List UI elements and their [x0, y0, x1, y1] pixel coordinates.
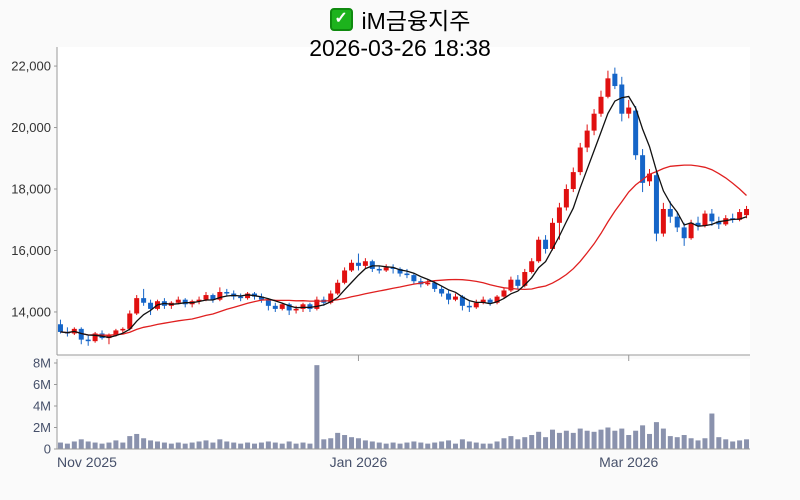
svg-text:8M: 8M	[33, 356, 51, 371]
svg-text:16,000: 16,000	[11, 243, 51, 258]
svg-text:14,000: 14,000	[11, 304, 51, 319]
svg-text:0: 0	[44, 442, 51, 457]
volume-axis-labels: 8M 6M 4M 2M 0	[33, 356, 57, 457]
svg-text:Nov 2025: Nov 2025	[57, 454, 117, 470]
svg-text:22,000: 22,000	[11, 59, 51, 74]
chart-header: ✓ iM금융지주 2026-03-26 18:38	[0, 4, 800, 62]
ma-long-line	[60, 164, 747, 336]
svg-text:18,000: 18,000	[11, 182, 51, 197]
volume-series	[57, 365, 750, 449]
ma-short-line	[60, 95, 747, 339]
time-axis-labels: Nov 2025 Jan 2026 Mar 2026	[57, 355, 659, 470]
svg-text:Jan 2026: Jan 2026	[330, 454, 388, 470]
svg-text:6M: 6M	[33, 377, 51, 392]
chart-datetime: 2026-03-26 18:38	[309, 35, 491, 61]
moving-average-lines	[60, 95, 747, 339]
svg-text:4M: 4M	[33, 399, 51, 414]
svg-text:Mar 2026: Mar 2026	[599, 454, 658, 470]
svg-text:2M: 2M	[33, 420, 51, 435]
axes	[56, 47, 750, 450]
plot-backgrounds	[57, 47, 750, 449]
price-axis-labels: 22,000 20,000 18,000 16,000 14,000	[11, 59, 57, 319]
svg-text:20,000: 20,000	[11, 120, 51, 135]
page-title: iM금융지주	[361, 8, 471, 34]
candlestick-series	[57, 67, 750, 346]
series-checkbox-icon[interactable]: ✓	[329, 7, 353, 31]
checkmark-icon: ✓	[334, 10, 348, 27]
